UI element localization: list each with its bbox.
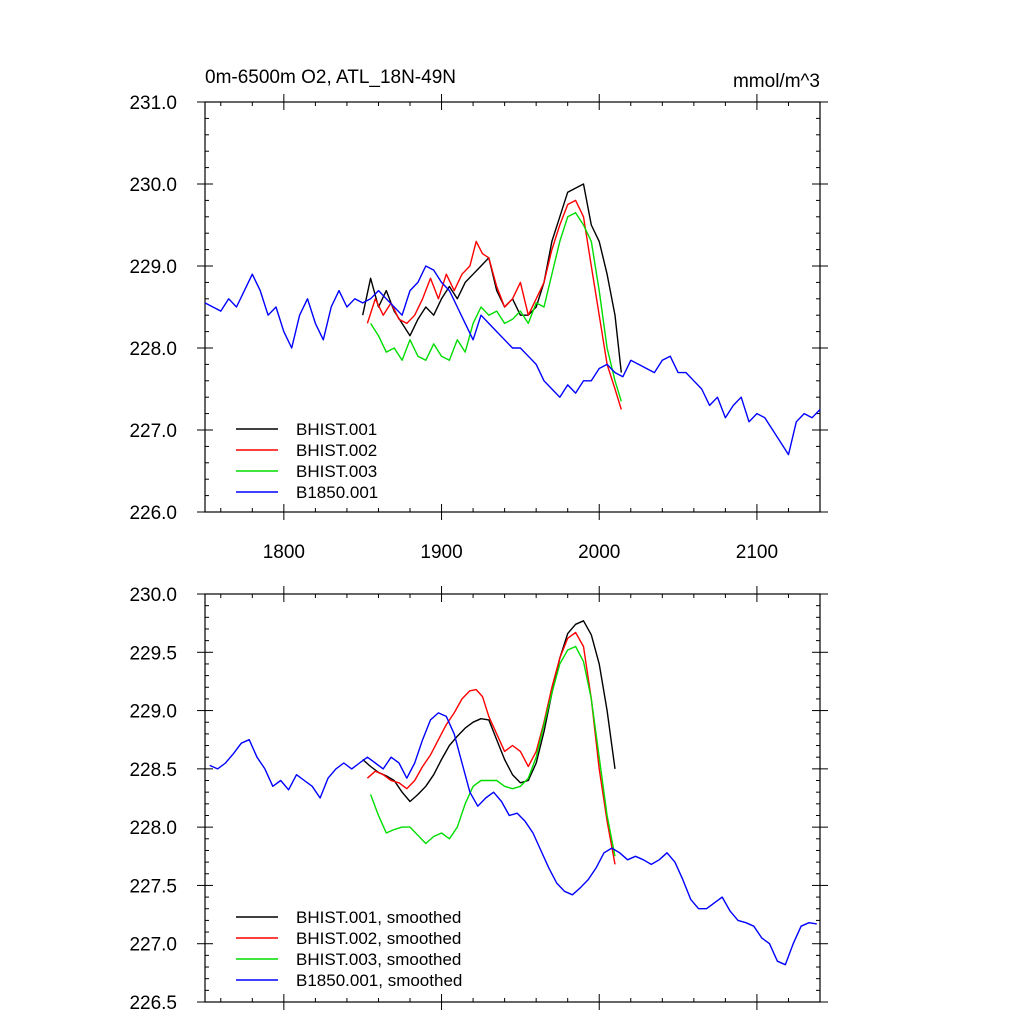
series-line-bhist-003: [370, 211, 622, 402]
legend-label: BHIST.002: [296, 441, 377, 460]
legend-label: B1850.001, smoothed: [296, 971, 462, 990]
y-tick-label: 229.0: [129, 257, 177, 278]
series-line-bhist-002: [366, 199, 622, 410]
y-tick-label: 227.5: [129, 876, 177, 897]
y-tick-label: 228.5: [129, 760, 177, 781]
x-tick-label: 2000: [578, 542, 620, 563]
series-line-b1850-001-smoothed: [209, 712, 817, 966]
series-line-bhist-002-smoothed: [366, 631, 616, 865]
plot-frame: [204, 101, 821, 513]
y-tick-label: 230.0: [129, 175, 177, 196]
legend-label: BHIST.001: [296, 420, 377, 439]
series-line-b1850-001: [204, 265, 821, 456]
y-tick-label: 228.0: [129, 818, 177, 839]
y-tick-label: 227.0: [129, 935, 177, 956]
y-tick-label: 226.0: [129, 503, 177, 524]
legend-label: BHIST.003: [296, 462, 377, 481]
x-tick-label: 2100: [736, 542, 778, 563]
plot-frame: [204, 593, 821, 1003]
y-tick-label: 231.0: [129, 93, 177, 114]
panel-title: 0m-6500m O2, ATL_18N-49N: [205, 67, 456, 88]
x-tick-label: 1900: [420, 542, 462, 563]
legend: BHIST.001, smoothed BHIST.002, smoothed BH…: [236, 908, 462, 990]
x-tick-label: 1800: [263, 542, 305, 563]
units-label: mmol/m^3: [733, 71, 820, 92]
y-tick-label: 229.5: [129, 643, 177, 664]
series-line-bhist-001: [362, 183, 622, 373]
legend-label: BHIST.002, smoothed: [296, 929, 461, 948]
y-tick-label: 230.0: [129, 585, 177, 606]
bottom-panel-smoothed-o2: 226.5 227.0 227.5 228.0 228.5 229.0 229.5 230.0…: [129, 585, 828, 1014]
legend-label: BHIST.001, smoothed: [296, 908, 461, 927]
legend: BHIST.001 BHIST.002 BHIST.003 B1850.001: [236, 420, 378, 502]
legend-label: B1850.001: [296, 483, 378, 502]
y-tick-label: 226.5: [129, 993, 177, 1014]
y-tick-label: 228.0: [129, 339, 177, 360]
series-line-bhist-001-smoothed: [362, 620, 616, 803]
legend-label: BHIST.003, smoothed: [296, 950, 461, 969]
y-tick-label: 227.0: [129, 421, 177, 442]
top-panel-absolute-o2: 0m-6500m O2, ATL_18N-49N mmol/m^3 1800 19…: [129, 67, 828, 563]
series-line-bhist-003-smoothed: [369, 645, 616, 857]
y-tick-label: 229.0: [129, 702, 177, 723]
